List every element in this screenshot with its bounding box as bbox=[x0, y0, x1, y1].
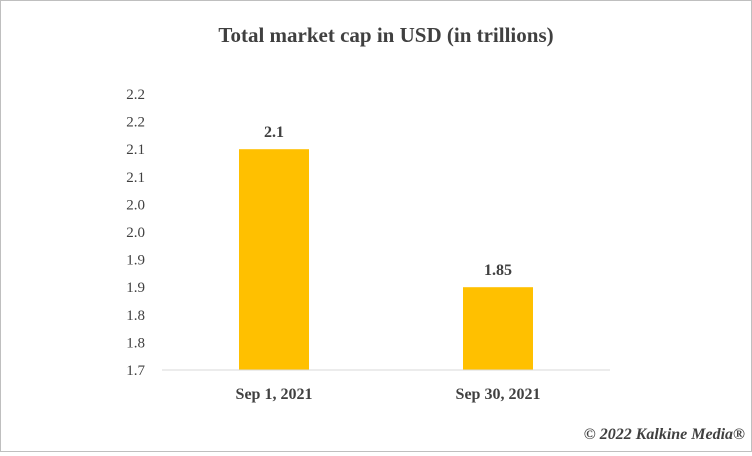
y-tick-label: 2.2 bbox=[126, 87, 145, 103]
copyright-text: © 2022 Kalkine Media® bbox=[583, 426, 745, 443]
y-tick-label: 2.1 bbox=[126, 142, 145, 158]
y-tick-label: 1.8 bbox=[126, 335, 145, 351]
bar bbox=[239, 149, 309, 370]
x-axis: Sep 1, 2021 Sep 30, 2021 bbox=[236, 386, 541, 403]
y-tick-label: 2.0 bbox=[126, 225, 145, 241]
y-axis: 1.7 1.8 1.8 1.9 1.9 2.0 2.0 2.1 2.1 2.2 2.2 bbox=[126, 87, 145, 379]
y-tick-label: 1.8 bbox=[126, 308, 145, 324]
y-tick-label: 2.1 bbox=[126, 170, 145, 186]
bars bbox=[239, 149, 533, 370]
x-category-label: Sep 1, 2021 bbox=[236, 386, 313, 403]
y-tick-label: 1.7 bbox=[126, 363, 145, 379]
y-tick-label: 2.2 bbox=[126, 115, 145, 131]
data-label: 2.1 bbox=[264, 124, 284, 141]
data-labels: 2.1 1.85 bbox=[264, 124, 512, 279]
y-tick-label: 1.9 bbox=[126, 253, 145, 269]
bar bbox=[463, 287, 533, 370]
data-label: 1.85 bbox=[484, 262, 512, 279]
x-category-label: Sep 30, 2021 bbox=[456, 386, 541, 403]
y-tick-label: 2.0 bbox=[126, 197, 145, 213]
chart-title: Total market cap in USD (in trillions) bbox=[218, 23, 553, 47]
y-tick-label: 1.9 bbox=[126, 280, 145, 296]
